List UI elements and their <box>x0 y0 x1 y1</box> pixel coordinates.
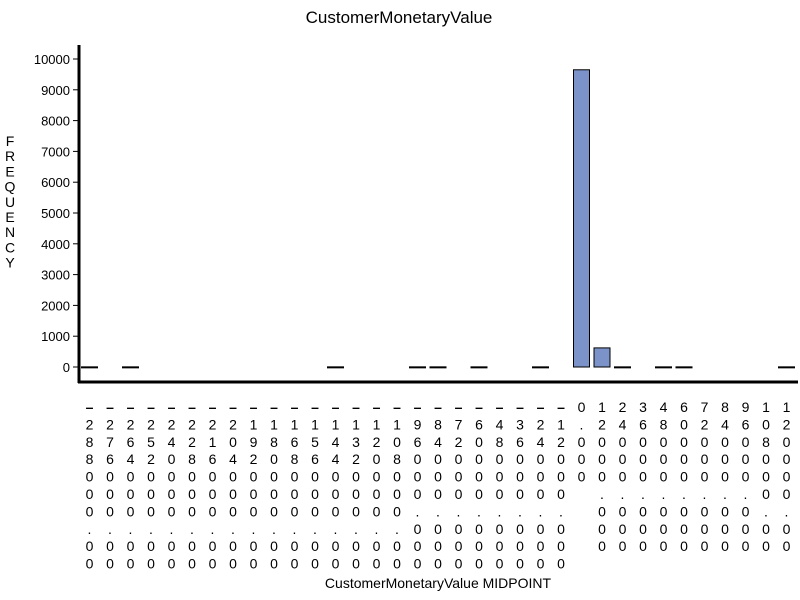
x-tick-label: –3 6 0 0 0. 0 0 0 <box>516 399 524 572</box>
bar <box>593 347 611 368</box>
x-tick-label: –2 7 6 0 0 0. 0 0 <box>106 399 114 572</box>
x-tick-label: –2 1 6 0 0 0. 0 0 <box>209 399 217 572</box>
x-tick-label: –4 8 0 0 0. 0 0 0 <box>496 399 504 572</box>
y-tick-label: 3000 <box>41 268 70 283</box>
y-tick-label: 5000 <box>41 206 70 221</box>
x-tick-label: –7 2 0 0 0. 0 0 0 <box>455 399 463 572</box>
y-tick-label: 2000 <box>41 298 70 313</box>
x-tick-label: –1 5 6 0 0 0. 0 0 <box>311 399 319 572</box>
bar <box>614 366 631 369</box>
bar <box>470 366 488 369</box>
chart-title: CustomerMonetaryValue <box>306 8 493 27</box>
x-tick-label: –2 0 4 0 0 0. 0 0 <box>229 399 237 572</box>
x-tick-label: –9 6 0 0 0. 0 0 0 <box>414 399 422 572</box>
y-tick-label: 7000 <box>41 144 70 159</box>
x-tick-label: –1 2 0 0 0. 0 0 0 <box>557 399 565 572</box>
bar <box>778 366 795 369</box>
bar <box>573 69 590 368</box>
bars <box>81 69 795 369</box>
y-tick-label: 0 <box>63 360 70 375</box>
x-tick-label: –2 5 2 0 0 0. 0 0 <box>147 399 155 572</box>
y-tick-label: 6000 <box>41 175 70 190</box>
bar <box>327 366 344 369</box>
y-tick-label: 1000 <box>41 329 70 344</box>
x-tick-label: –1 8 0 0 0 0. 0 0 <box>270 399 278 572</box>
x-tick-label: –2 4 0 0 0. 0 0 0 <box>537 399 545 572</box>
y-tick-label: 10000 <box>34 52 70 67</box>
bar <box>655 366 672 369</box>
x-axis-label: CustomerMonetaryValue MIDPOINT <box>325 575 552 591</box>
bar <box>675 366 693 369</box>
x-tick-label: –6 0 0 0 0. 0 0 0 <box>475 399 483 572</box>
y-tick-label: 4000 <box>41 237 70 252</box>
bar <box>81 366 98 369</box>
bar <box>532 366 549 369</box>
x-tick-label: –1 4 4 0 0 0. 0 0 <box>332 399 340 572</box>
bar <box>122 366 139 369</box>
x-tick-label: –2 6 4 0 0 0. 0 0 <box>127 399 135 572</box>
x-tick-label: –1 6 8 0 0 0. 0 0 <box>291 399 299 572</box>
y-axis: 0 1000 2000 3000 4000 5000 6000 7000 8000 9000 100… <box>34 45 81 383</box>
x-tick-label: –1 0 8 0 0 0. 0 0 <box>393 399 401 572</box>
x-tick-label: –8 4 0 0 0. 0 0 0 <box>434 399 442 572</box>
x-axis: –2 8 8 0 0 0. 0 0 – 2 7 6 0 0 0. 0 0 – 2 6 4 0 0 0. 0 0 – 2 5 2 0 0 0. 0 0… <box>78 380 798 572</box>
x-tick-label: –2 8 8 0 0 0. 0 0 <box>86 399 94 572</box>
x-tick-label: –2 4 0 0 0 0. 0 0 <box>168 399 176 572</box>
bar <box>429 366 447 369</box>
bar <box>409 366 426 369</box>
y-tick-label: 9000 <box>41 83 70 98</box>
y-tick-label: 8000 <box>41 114 70 129</box>
x-tick-label: –2 2 8 0 0 0. 0 0 <box>188 399 196 572</box>
x-tick-label: –1 2 0 0 0 0. 0 0 <box>373 399 381 572</box>
x-tick-label: –1 3 2 0 0 0. 0 0 <box>352 399 360 572</box>
x-tick-label: –1 9 2 0 0 0. 0 0 <box>250 399 258 572</box>
